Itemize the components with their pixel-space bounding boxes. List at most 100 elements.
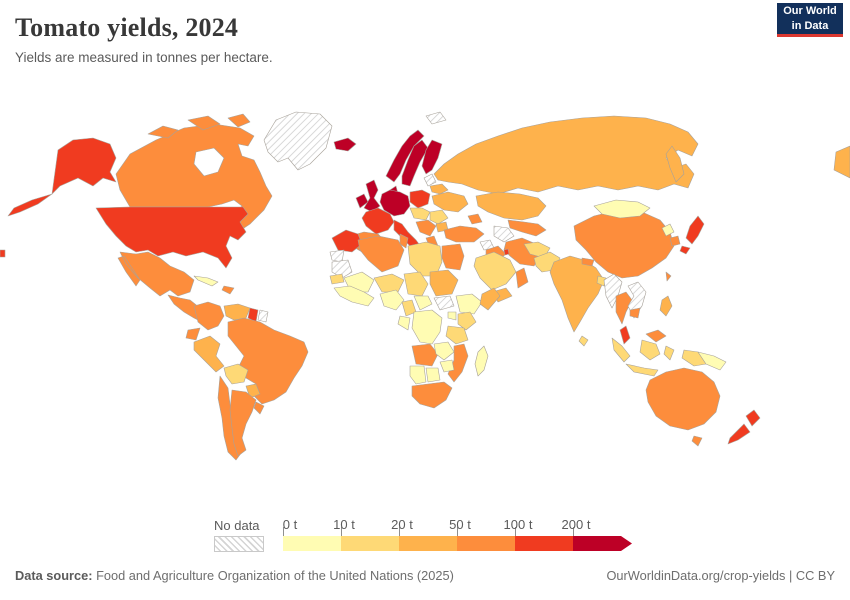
country-niger[interactable] xyxy=(373,273,405,293)
country-japan[interactable] xyxy=(685,215,705,245)
country-namibia[interactable] xyxy=(409,365,427,385)
country-north-korea[interactable] xyxy=(661,223,675,237)
country-turkey[interactable] xyxy=(443,225,485,243)
country-arctic-island[interactable] xyxy=(227,113,251,128)
country-south-korea[interactable] xyxy=(669,235,681,247)
country-kamchatka[interactable] xyxy=(665,145,685,183)
country-sri-lanka[interactable] xyxy=(578,335,589,347)
country-sudan[interactable] xyxy=(429,269,459,297)
country-arctic-island[interactable] xyxy=(147,125,179,139)
country-cambodia[interactable] xyxy=(629,307,641,319)
country-sweden[interactable] xyxy=(401,139,429,187)
country-papua-new-guinea[interactable] xyxy=(697,351,727,371)
country-peru[interactable] xyxy=(193,335,225,373)
country-balkans[interactable] xyxy=(415,219,437,237)
country-ukraine[interactable] xyxy=(431,191,469,213)
legend-bin-50-100[interactable] xyxy=(457,536,515,551)
country-japan-south[interactable] xyxy=(679,245,691,255)
country-oman[interactable] xyxy=(515,267,529,289)
country-chukotka[interactable] xyxy=(833,145,850,179)
country-greenland[interactable] xyxy=(263,111,333,171)
country-finland[interactable] xyxy=(421,139,443,175)
country-arctic-island[interactable] xyxy=(187,115,221,131)
country-western-europe[interactable] xyxy=(379,189,411,217)
legend-bin-20-50[interactable] xyxy=(399,536,457,551)
country-bolivia[interactable] xyxy=(223,363,249,385)
country-tunisia[interactable] xyxy=(399,233,409,249)
country-south-africa[interactable] xyxy=(411,381,453,409)
country-libya[interactable] xyxy=(407,241,443,277)
legend-bin-10-20[interactable] xyxy=(341,536,399,551)
country-kenya[interactable] xyxy=(457,311,477,331)
country-poland[interactable] xyxy=(409,189,431,209)
country-aleutians[interactable] xyxy=(7,193,53,217)
country-egypt[interactable] xyxy=(441,243,465,271)
country-tasmania[interactable] xyxy=(691,435,703,447)
country-madagascar[interactable] xyxy=(474,345,489,377)
country-kazakhstan[interactable] xyxy=(475,191,547,221)
country-alaska[interactable] xyxy=(51,137,117,195)
country-russia[interactable] xyxy=(433,115,699,195)
country-new-zealand-south[interactable] xyxy=(727,423,751,445)
country-zimbabwe[interactable] xyxy=(439,359,455,373)
country-somalia[interactable] xyxy=(479,287,501,311)
country-western-sahara[interactable] xyxy=(329,249,345,263)
country-borneo-indonesia[interactable] xyxy=(639,339,661,361)
country-philippines[interactable] xyxy=(659,295,673,317)
legend-bin-100-200[interactable] xyxy=(515,536,573,551)
country-mauritania[interactable] xyxy=(331,259,353,279)
country-south-sudan[interactable] xyxy=(433,295,455,311)
country-uruguay[interactable] xyxy=(253,401,265,415)
country-chad[interactable] xyxy=(403,271,429,297)
country-papua-indonesia[interactable] xyxy=(681,349,707,367)
country-senegal[interactable] xyxy=(329,273,345,285)
country-norway[interactable] xyxy=(385,129,425,183)
country-brazil[interactable] xyxy=(227,317,309,405)
country-mongolia[interactable] xyxy=(593,199,651,219)
country-belarus[interactable] xyxy=(429,183,449,195)
legend-no-data-swatch[interactable] xyxy=(214,536,264,552)
country-hawaii[interactable] xyxy=(0,249,6,258)
legend-bin-0-10[interactable] xyxy=(283,536,341,551)
country-malaysia-borneo[interactable] xyxy=(645,329,667,343)
country-central-african-republic[interactable] xyxy=(413,295,433,311)
country-sulawesi[interactable] xyxy=(663,345,675,361)
country-uk[interactable] xyxy=(363,179,381,213)
country-botswana[interactable] xyxy=(425,367,441,383)
country-nepal[interactable] xyxy=(581,257,595,267)
country-nigeria[interactable] xyxy=(379,289,405,311)
country-caucasus[interactable] xyxy=(467,213,483,225)
country-kuwait[interactable] xyxy=(503,248,510,256)
country-uzbekistan[interactable] xyxy=(507,219,547,237)
country-argentina[interactable] xyxy=(229,389,257,457)
country-romania[interactable] xyxy=(429,209,449,225)
legend-bin-200-plus[interactable] xyxy=(573,536,632,551)
country-cuba[interactable] xyxy=(193,275,219,287)
country-zambia[interactable] xyxy=(433,341,455,361)
country-bangladesh[interactable] xyxy=(596,275,607,287)
owid-url-link[interactable]: OurWorldinData.org/crop-yields | CC BY xyxy=(606,568,835,583)
country-mozambique[interactable] xyxy=(447,343,469,383)
country-malaysia-peninsula[interactable] xyxy=(619,325,631,345)
country-sumatra[interactable] xyxy=(611,337,631,363)
country-france[interactable] xyxy=(361,207,395,235)
country-java[interactable] xyxy=(625,363,659,377)
country-turkmenistan[interactable] xyxy=(493,225,515,243)
country-hispaniola[interactable] xyxy=(221,285,235,295)
owid-logo[interactable]: Our World in Data xyxy=(777,3,843,37)
country-venezuela[interactable] xyxy=(223,303,251,321)
country-australia[interactable] xyxy=(645,367,721,431)
country-taiwan[interactable] xyxy=(665,271,672,282)
country-svalbard[interactable] xyxy=(425,111,447,125)
country-algeria[interactable] xyxy=(357,235,405,273)
country-india[interactable] xyxy=(549,255,605,333)
country-congo[interactable] xyxy=(397,315,411,331)
country-ethiopia[interactable] xyxy=(455,293,483,315)
country-tanzania[interactable] xyxy=(445,325,469,345)
country-central-europe[interactable] xyxy=(409,207,431,221)
country-drc[interactable] xyxy=(411,309,443,345)
country-suriname[interactable] xyxy=(257,309,269,323)
country-angola[interactable] xyxy=(411,343,439,367)
country-baltics[interactable] xyxy=(423,173,437,187)
country-uganda[interactable] xyxy=(447,311,457,321)
